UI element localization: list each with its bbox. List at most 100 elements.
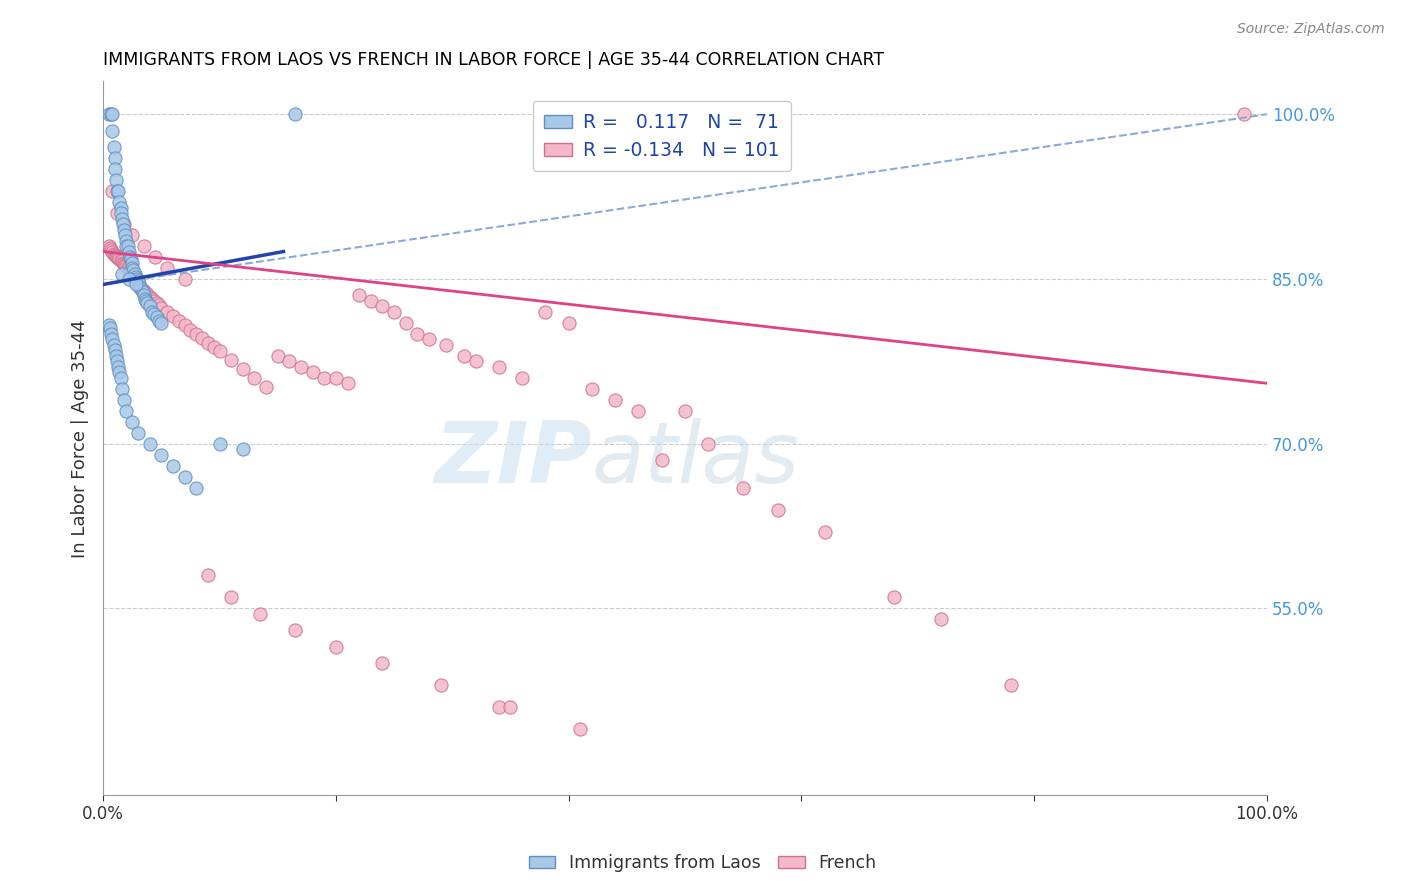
Point bbox=[121, 415, 143, 429]
Point bbox=[145, 250, 167, 264]
Point bbox=[173, 469, 195, 483]
Point bbox=[186, 326, 208, 341]
Point bbox=[122, 269, 145, 284]
Point bbox=[284, 107, 307, 121]
Point bbox=[138, 289, 160, 303]
Point bbox=[127, 277, 149, 292]
Point bbox=[112, 257, 135, 271]
Point bbox=[132, 239, 155, 253]
Point bbox=[104, 151, 127, 165]
Point bbox=[103, 140, 125, 154]
Point bbox=[929, 612, 952, 626]
Point bbox=[118, 263, 141, 277]
Point bbox=[112, 222, 135, 236]
Point bbox=[162, 458, 184, 473]
Point bbox=[673, 403, 696, 417]
Point bbox=[124, 267, 146, 281]
Point bbox=[107, 359, 129, 374]
Point bbox=[111, 254, 134, 268]
Point bbox=[347, 288, 370, 302]
Point bbox=[134, 292, 156, 306]
Point bbox=[100, 244, 122, 258]
Point bbox=[219, 353, 242, 368]
Point bbox=[114, 228, 136, 243]
Point bbox=[697, 436, 720, 450]
Point bbox=[97, 318, 120, 332]
Point bbox=[121, 268, 143, 282]
Point bbox=[111, 382, 134, 396]
Point bbox=[464, 354, 486, 368]
Point bbox=[162, 310, 184, 324]
Point bbox=[138, 300, 160, 314]
Point bbox=[108, 252, 131, 267]
Point bbox=[418, 332, 440, 346]
Point bbox=[101, 184, 124, 198]
Point bbox=[627, 403, 650, 417]
Point bbox=[883, 591, 905, 605]
Point bbox=[488, 700, 510, 714]
Point bbox=[191, 331, 214, 345]
Point bbox=[197, 335, 219, 350]
Point bbox=[108, 195, 131, 210]
Point bbox=[107, 184, 129, 198]
Point bbox=[145, 310, 167, 325]
Point bbox=[120, 252, 142, 267]
Point bbox=[132, 288, 155, 302]
Point bbox=[131, 285, 153, 300]
Point bbox=[129, 281, 152, 295]
Point bbox=[143, 307, 166, 321]
Point bbox=[117, 239, 139, 253]
Point bbox=[382, 305, 405, 319]
Point bbox=[110, 371, 132, 385]
Point bbox=[581, 382, 603, 396]
Point bbox=[141, 305, 163, 319]
Point bbox=[118, 250, 141, 264]
Point bbox=[105, 250, 128, 264]
Point bbox=[127, 425, 149, 440]
Point bbox=[104, 162, 127, 177]
Point bbox=[232, 362, 254, 376]
Point bbox=[301, 365, 323, 379]
Point bbox=[101, 244, 124, 259]
Point bbox=[120, 265, 142, 279]
Point bbox=[103, 246, 125, 260]
Point bbox=[510, 371, 533, 385]
Point bbox=[134, 285, 156, 300]
Point bbox=[131, 283, 153, 297]
Point bbox=[117, 260, 139, 274]
Point bbox=[219, 591, 242, 605]
Point bbox=[97, 239, 120, 253]
Point bbox=[104, 249, 127, 263]
Point bbox=[101, 124, 124, 138]
Point bbox=[107, 251, 129, 265]
Point bbox=[314, 371, 336, 385]
Point bbox=[605, 392, 627, 407]
Point bbox=[488, 359, 510, 374]
Point bbox=[98, 321, 121, 335]
Point bbox=[111, 267, 134, 281]
Point bbox=[104, 173, 127, 187]
Point bbox=[232, 442, 254, 457]
Legend: R =   0.117   N =  71, R = -0.134   N = 101: R = 0.117 N = 71, R = -0.134 N = 101 bbox=[533, 102, 792, 171]
Point bbox=[766, 502, 789, 516]
Point bbox=[156, 260, 179, 275]
Point bbox=[173, 272, 195, 286]
Point bbox=[325, 371, 347, 385]
Point bbox=[125, 274, 148, 288]
Point bbox=[98, 241, 121, 255]
Point bbox=[336, 376, 359, 391]
Point bbox=[325, 640, 347, 654]
Point bbox=[150, 301, 173, 315]
Point bbox=[121, 255, 143, 269]
Point bbox=[557, 316, 579, 330]
Point bbox=[360, 293, 382, 308]
Point bbox=[208, 436, 231, 450]
Point bbox=[436, 338, 458, 352]
Point bbox=[100, 107, 122, 121]
Point bbox=[104, 349, 127, 363]
Legend: Immigrants from Laos, French: Immigrants from Laos, French bbox=[523, 847, 883, 879]
Point bbox=[499, 700, 522, 714]
Point bbox=[143, 293, 166, 308]
Point bbox=[243, 371, 266, 385]
Point bbox=[534, 305, 557, 319]
